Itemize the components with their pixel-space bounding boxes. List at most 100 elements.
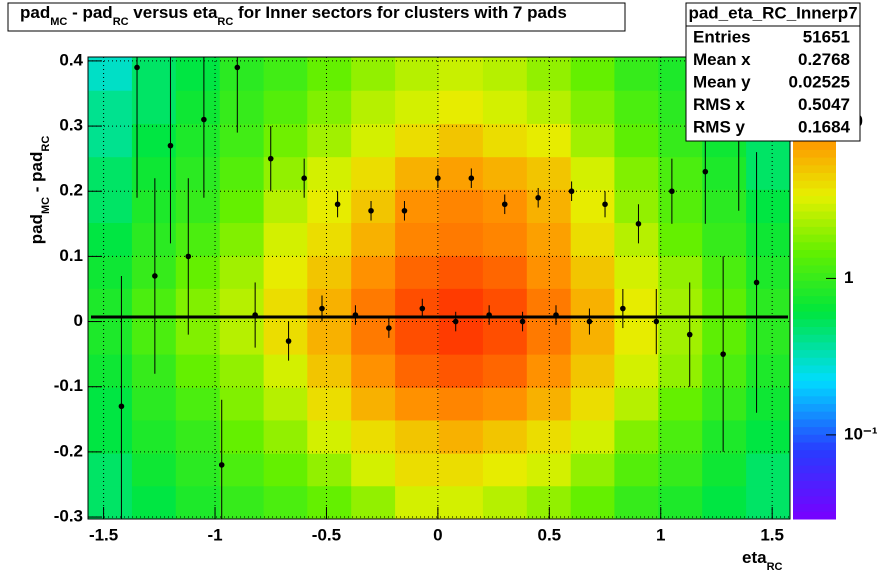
profile-point	[602, 201, 608, 208]
heatmap-cell	[263, 354, 308, 388]
heatmap-cell	[131, 387, 177, 421]
colorbar-segment	[793, 380, 836, 389]
heatmap-cell	[570, 255, 615, 289]
heatmap-cell	[219, 387, 265, 421]
stats-label: RMS x	[693, 95, 746, 114]
stats-label: RMS y	[693, 117, 746, 136]
profile-point	[753, 279, 760, 286]
title-box	[7, 2, 626, 32]
colorbar-segment	[793, 511, 836, 520]
heatmap-cell	[395, 354, 440, 388]
heatmap-cell	[307, 419, 352, 454]
heatmap-cell	[395, 387, 440, 421]
heatmap-cell	[439, 387, 484, 421]
colorbar-segment	[793, 449, 836, 458]
heatmap-cell	[439, 354, 484, 388]
colorbar-segment	[793, 172, 836, 181]
heatmap-cell	[219, 485, 265, 520]
heatmap-cell	[570, 222, 615, 257]
heatmap-cell	[307, 321, 352, 355]
heatmap-cell	[88, 321, 133, 355]
profile-point	[568, 188, 575, 195]
heatmap-cell	[175, 354, 221, 388]
heatmap-cell	[263, 255, 308, 289]
colorbar-segment	[793, 349, 836, 358]
heatmap-cell	[395, 222, 440, 257]
heatmap-cell	[439, 156, 484, 190]
profile-point	[435, 175, 441, 182]
heatmap-cell	[570, 485, 615, 520]
colorbar-segment	[793, 318, 836, 327]
heatmap-cell	[395, 156, 440, 190]
heatmap-cell	[658, 419, 703, 454]
heatmap-cell	[307, 453, 352, 487]
heatmap-cell	[88, 453, 133, 487]
heatmap-cell	[482, 387, 528, 421]
profile-point	[720, 351, 726, 357]
colorbar-segment	[793, 495, 836, 505]
heatmap-cell	[570, 123, 615, 158]
heatmap-cell	[614, 387, 659, 421]
heatmap-cell	[702, 222, 747, 257]
y-tick-label: 0.2	[59, 181, 83, 200]
colorbar-segment	[793, 442, 836, 451]
x-tick-label: 0	[433, 525, 442, 544]
stats-value: 0.5047	[798, 95, 850, 114]
colorbar-segment	[793, 187, 836, 197]
heatmap-cell	[219, 90, 265, 124]
heatmap-cell	[88, 354, 133, 388]
heatmap-cell	[570, 354, 615, 388]
heatmap-cell	[614, 485, 659, 520]
heatmap-cell	[746, 255, 791, 289]
chart-title-part: pad	[20, 3, 50, 22]
heatmap-cell	[482, 255, 528, 289]
heatmap-cell	[702, 321, 747, 355]
heatmap-cell	[395, 90, 440, 124]
heatmap-cell	[219, 321, 265, 355]
heatmap-cell	[746, 485, 791, 520]
colorbar-segment	[793, 365, 836, 374]
heatmap-cell	[351, 453, 396, 487]
z-tick-label: 10⁻¹	[844, 424, 878, 443]
stats-value: 51651	[803, 27, 850, 46]
heatmap-cell	[395, 189, 440, 224]
profile-point	[368, 207, 374, 214]
heatmap-cell	[614, 255, 659, 289]
heatmap-cell	[570, 189, 615, 224]
colorbar-segment	[793, 388, 836, 397]
heatmap-cell	[351, 156, 396, 190]
heatmap-cell	[307, 354, 352, 388]
heatmap-cell	[219, 255, 265, 289]
heatmap-cell	[219, 419, 265, 454]
heatmap-cell	[482, 453, 528, 487]
heatmap-cell	[351, 123, 396, 158]
profile-point	[267, 155, 274, 162]
heatmap-cell	[131, 123, 177, 158]
profile-point	[386, 325, 392, 331]
heatmap-cell	[526, 90, 572, 124]
colorbar-segment	[793, 503, 836, 512]
heatmap-cell	[526, 387, 572, 421]
colorbar-segment	[793, 195, 836, 204]
heatmap-cell	[614, 123, 659, 158]
heatmap-cell	[219, 354, 265, 388]
heatmap-cell	[131, 321, 177, 355]
heatmap-cell	[439, 321, 484, 355]
heatmap-cell	[482, 485, 528, 520]
heatmap-cell	[746, 189, 791, 224]
heatmap-cell	[131, 255, 177, 289]
colorbar-segment	[793, 249, 836, 258]
heatmap-cell	[439, 222, 484, 257]
heatmap-cell	[482, 222, 528, 257]
heatmap-cell	[570, 453, 615, 487]
y-tick-label: -0.1	[54, 376, 83, 395]
heatmap-cell	[658, 189, 703, 224]
profile-point	[501, 201, 508, 208]
colorbar-segment	[793, 326, 836, 335]
heatmap-cell	[175, 90, 221, 124]
heatmap-cell	[658, 321, 703, 355]
heatmap-cell	[175, 485, 221, 520]
colorbar-segment	[793, 372, 836, 381]
stats-title: pad_eta_RC_Innerp7	[688, 3, 857, 22]
profile-point	[468, 175, 475, 182]
